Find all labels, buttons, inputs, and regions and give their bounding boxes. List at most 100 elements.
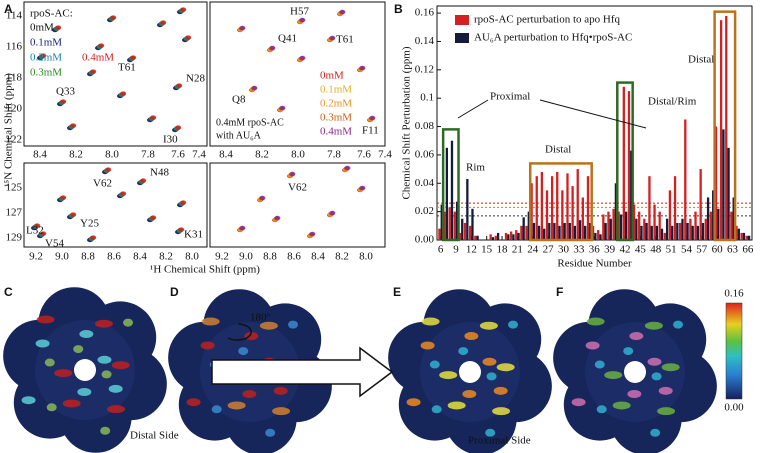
y-tick-label: 0.08 xyxy=(415,120,435,132)
bar xyxy=(742,232,746,240)
surface-patch xyxy=(46,403,57,412)
peak xyxy=(175,125,182,130)
x-tick-label: 8.6 xyxy=(287,251,301,263)
annotation-arrow xyxy=(457,99,489,119)
spectrum-frame xyxy=(209,1,386,147)
rotation-arrow xyxy=(227,323,252,341)
x-tick-label: 18 xyxy=(497,244,509,256)
surface-patch xyxy=(644,321,663,330)
surface-patch xyxy=(108,384,123,393)
peak xyxy=(140,178,147,183)
bar xyxy=(597,230,600,240)
bar xyxy=(550,176,554,240)
surface-patch xyxy=(479,321,498,330)
bar xyxy=(474,235,477,240)
surface-patch xyxy=(464,332,479,341)
peak xyxy=(176,83,183,88)
peak-label: L32 xyxy=(26,225,44,237)
annotation: Proximal xyxy=(490,91,530,103)
peak xyxy=(309,231,316,237)
peak xyxy=(40,53,47,58)
bar xyxy=(578,220,582,240)
peak-label: Q33 xyxy=(56,86,75,98)
surface-patch xyxy=(658,386,673,395)
bar xyxy=(561,190,564,240)
surface-patch xyxy=(508,320,519,329)
bar xyxy=(520,225,523,240)
bar xyxy=(463,222,467,240)
surface-patch xyxy=(485,428,496,437)
x-tick-label: 7.6 xyxy=(357,149,371,161)
bar xyxy=(515,230,518,240)
bar xyxy=(673,176,677,240)
surface-patch xyxy=(420,341,435,350)
bar xyxy=(624,211,628,240)
annotation: Rim xyxy=(466,162,485,174)
bar xyxy=(668,190,672,240)
surface-patch xyxy=(227,401,246,410)
surface-patch xyxy=(238,347,249,356)
bar xyxy=(543,228,546,240)
bar xyxy=(676,222,679,240)
surface-patch xyxy=(259,321,278,330)
x-tick-label: 9.2 xyxy=(29,251,43,263)
surface-patch xyxy=(111,361,130,370)
surface-patch xyxy=(21,396,36,405)
bar xyxy=(581,197,584,240)
bar xyxy=(671,225,674,240)
surface-patch xyxy=(123,318,134,327)
x-tick-label: 9 xyxy=(453,244,459,256)
peak xyxy=(70,212,77,217)
surface-patch xyxy=(651,372,662,381)
x-tick-label: 8.8 xyxy=(81,251,95,263)
bar xyxy=(476,235,479,240)
surface-patch xyxy=(657,407,676,416)
surface-patch xyxy=(186,398,201,407)
y-tick-label: 0.02 xyxy=(415,205,434,217)
bar xyxy=(571,186,574,240)
bar xyxy=(553,222,556,240)
x-tick-label: 6 xyxy=(438,244,444,256)
bar xyxy=(548,222,551,240)
colorbar-max: 0.16 xyxy=(724,288,744,300)
surface-patch xyxy=(447,401,466,410)
bar xyxy=(650,225,653,240)
legend-title: rpoS-AC: xyxy=(30,8,73,20)
x-tick-label: 45 xyxy=(635,244,647,256)
panel-label: A xyxy=(4,2,13,16)
bar xyxy=(471,208,474,240)
surface-patch xyxy=(272,407,291,416)
x-tick-label: 8.4 xyxy=(133,251,147,263)
bar xyxy=(438,228,441,240)
legend-entry: 0mM xyxy=(30,22,54,34)
colorbar xyxy=(725,302,743,400)
surface-patch xyxy=(211,405,222,414)
surface-pore xyxy=(74,359,96,381)
surface-patch xyxy=(612,401,631,410)
region-box xyxy=(528,162,593,242)
bar xyxy=(458,232,462,240)
x-axis-label: Residue Number xyxy=(557,258,632,270)
y-axis-label: Chemical Shift Perturbation (ppm) xyxy=(401,46,413,199)
peak xyxy=(339,9,346,15)
bar xyxy=(604,222,607,240)
bar xyxy=(689,218,692,240)
legend-entry: 0.1mM xyxy=(30,37,62,49)
peak xyxy=(40,231,47,236)
peak xyxy=(251,85,258,91)
peak xyxy=(60,195,67,200)
x-tick-label: 12 xyxy=(466,244,477,256)
bar xyxy=(450,140,454,240)
peak xyxy=(259,195,266,201)
surface-patch xyxy=(79,330,94,339)
bar xyxy=(612,208,615,240)
x-tick-label: 57 xyxy=(696,244,708,256)
side-label: Distal Side xyxy=(130,430,179,442)
legend-swatch xyxy=(455,33,469,43)
bar xyxy=(740,232,743,240)
bar xyxy=(627,91,631,240)
bar xyxy=(614,183,618,240)
surface-patch xyxy=(486,372,497,381)
x-tick-label: 51 xyxy=(666,244,677,256)
